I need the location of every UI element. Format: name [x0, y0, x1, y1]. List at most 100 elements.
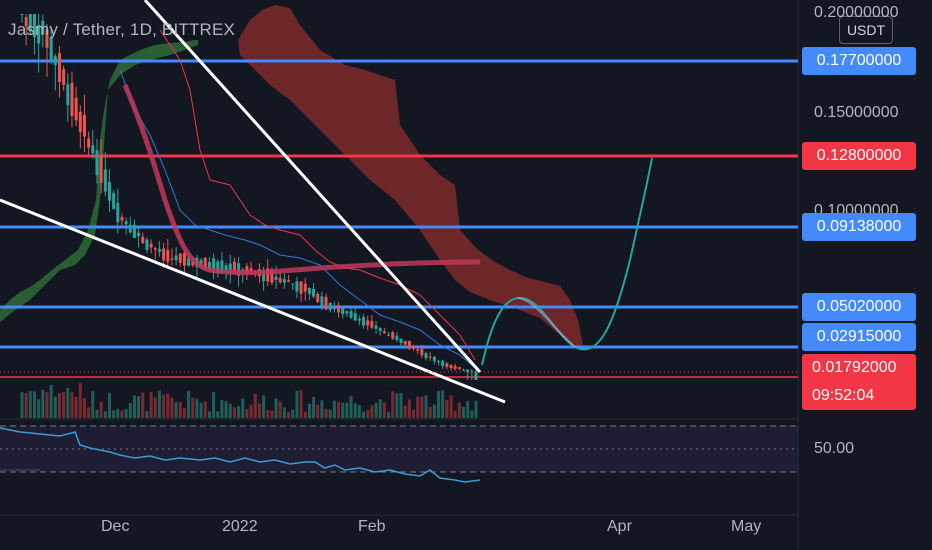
candle-body [474, 371, 478, 380]
candle-body [299, 281, 303, 294]
candle-body [395, 335, 399, 341]
volume-bar [387, 411, 391, 418]
volume-bar [378, 399, 382, 418]
volume-bar [303, 411, 307, 418]
candle-body [74, 97, 78, 121]
level-label-177[interactable]: 0.17700000 [802, 47, 916, 75]
rsi-level-label: 50.00 [814, 440, 855, 457]
volume-bar [345, 402, 349, 418]
candle-body [57, 53, 61, 82]
volume-bar [370, 405, 374, 418]
candle-body [424, 353, 428, 359]
time-tick-dec: Dec [101, 518, 130, 535]
candle-body [28, 14, 32, 32]
volume-bar [299, 390, 303, 418]
volume-bar [295, 390, 299, 418]
candle-body [391, 332, 395, 339]
moving-average-line [122, 84, 481, 276]
projection-path-ghost [517, 297, 576, 348]
volume-bar [203, 401, 207, 418]
candle-body [128, 224, 132, 233]
volume-bar [366, 410, 370, 418]
volume-bar [220, 400, 224, 418]
candle-body [166, 250, 170, 262]
candle-body [70, 82, 74, 116]
candle-body [366, 320, 370, 326]
conversion-indicator [119, 69, 476, 369]
candle-body [182, 252, 186, 266]
candle-body [462, 369, 466, 371]
volume-bar [462, 406, 466, 418]
volume-bar [362, 411, 366, 418]
volume-bar [178, 401, 182, 418]
candle-body [412, 345, 416, 349]
volume-bar [307, 403, 311, 418]
candle-body [99, 156, 103, 183]
candle-body [282, 278, 286, 283]
volume-bar [424, 395, 428, 418]
volume-bar [428, 406, 432, 418]
volume-bar [37, 399, 41, 418]
volume-bar [449, 395, 453, 418]
volume-bar [287, 411, 291, 418]
volume-bar [237, 405, 241, 418]
currency-button[interactable]: USDT [839, 16, 893, 44]
volume-bar [157, 390, 161, 418]
candle-body [20, 14, 24, 15]
volume-bar [328, 409, 332, 418]
candle-body [224, 265, 228, 272]
candle-body [441, 361, 445, 366]
volume-bar [187, 390, 191, 418]
volume-bar [41, 389, 45, 418]
candle-body [399, 338, 403, 344]
volume-bar [382, 402, 386, 418]
candle-body [78, 111, 82, 132]
volume-bar [266, 410, 270, 418]
candle-body [66, 84, 70, 106]
rsi-line [0, 427, 481, 483]
candle-body [387, 334, 391, 336]
volume-bar [241, 398, 245, 418]
price-tick-top: 0.20000000 [814, 4, 899, 21]
candle-body [149, 243, 153, 248]
volume-bar [145, 411, 149, 418]
level-label-02915[interactable]: 0.02915000 [802, 323, 916, 351]
candle-body [449, 365, 453, 369]
candle-body [232, 261, 236, 273]
candle-body [332, 308, 336, 310]
volume-bar [332, 400, 336, 418]
volume-bar [149, 392, 153, 418]
volume-bar [320, 400, 324, 418]
candle-body [95, 150, 99, 176]
current-price-value: 0.01792000 [812, 359, 897, 376]
candle-body [82, 114, 86, 137]
candle-body [278, 277, 282, 283]
candle-body [132, 224, 136, 238]
candle-body [420, 348, 424, 356]
volume-bar [182, 408, 186, 418]
volume-bar [162, 394, 166, 418]
candle-body [345, 311, 349, 314]
ichimoku-bull-cloud [0, 40, 198, 322]
candle-body [91, 145, 95, 154]
bar-countdown: 09:52:04 [812, 387, 875, 404]
volume-bar [207, 411, 211, 418]
level-label-0502[interactable]: 0.05020000 [802, 293, 916, 321]
volume-bar [128, 403, 132, 418]
candle-body [407, 340, 411, 349]
volume-bar [349, 395, 353, 418]
time-tick-2022: 2022 [222, 518, 258, 535]
candle-body [245, 266, 249, 274]
level-label-09138[interactable]: 0.09138000 [802, 213, 916, 241]
candle-body [428, 356, 432, 358]
volume-bar [391, 391, 395, 418]
volume-bar [407, 399, 411, 418]
volume-bar [457, 402, 461, 418]
volume-bar [395, 393, 399, 418]
level-label-128[interactable]: 0.12800000 [802, 142, 916, 170]
volume-bar [57, 393, 61, 418]
volume-bar [437, 391, 441, 418]
candle-body [262, 271, 266, 282]
volume-bar [199, 402, 203, 418]
